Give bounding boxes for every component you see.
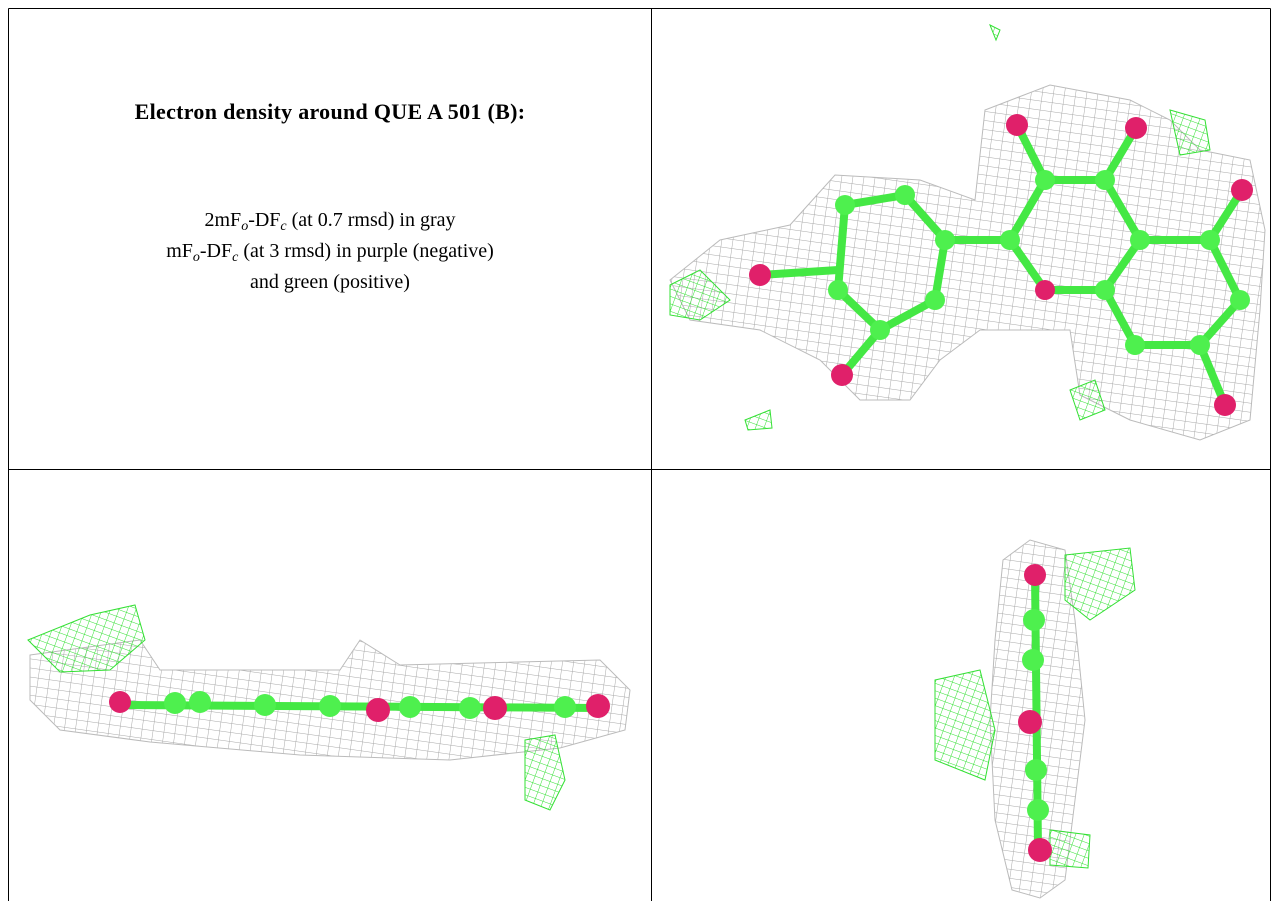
caption-description: 2mFo-DFc (at 0.7 rmsd) in gray mFo-DFc (a…	[9, 205, 651, 298]
text-run: -DF	[248, 209, 281, 231]
subscript: o	[241, 219, 249, 234]
caption-line: and green (positive)	[9, 267, 651, 298]
density-view-end	[934, 539, 1136, 899]
subscript: c	[280, 219, 287, 234]
caption-line: 2mFo-DFc (at 0.7 rmsd) in gray	[9, 205, 651, 236]
table-border	[8, 8, 1271, 901]
text-run: -DF	[199, 240, 233, 262]
text-run: (at 3 rmsd) in purple (negative)	[238, 240, 494, 262]
caption-line: mFo-DFc (at 3 rmsd) in purple (negative)	[9, 236, 651, 267]
density-view-top	[669, 23, 1266, 441]
caption-title: Electron density around QUE A 501 (B):	[134, 99, 526, 124]
density-view-side	[27, 604, 631, 811]
caption-cell: Electron density around QUE A 501 (B): 2…	[9, 9, 651, 469]
subscript: c	[232, 250, 239, 265]
text-run: mF	[166, 240, 193, 262]
subscript: o	[192, 250, 200, 265]
text-run: 2mF	[204, 209, 242, 231]
text-run: and green (positive)	[250, 271, 410, 293]
text-run: (at 0.7 rmsd) in gray	[286, 209, 456, 231]
